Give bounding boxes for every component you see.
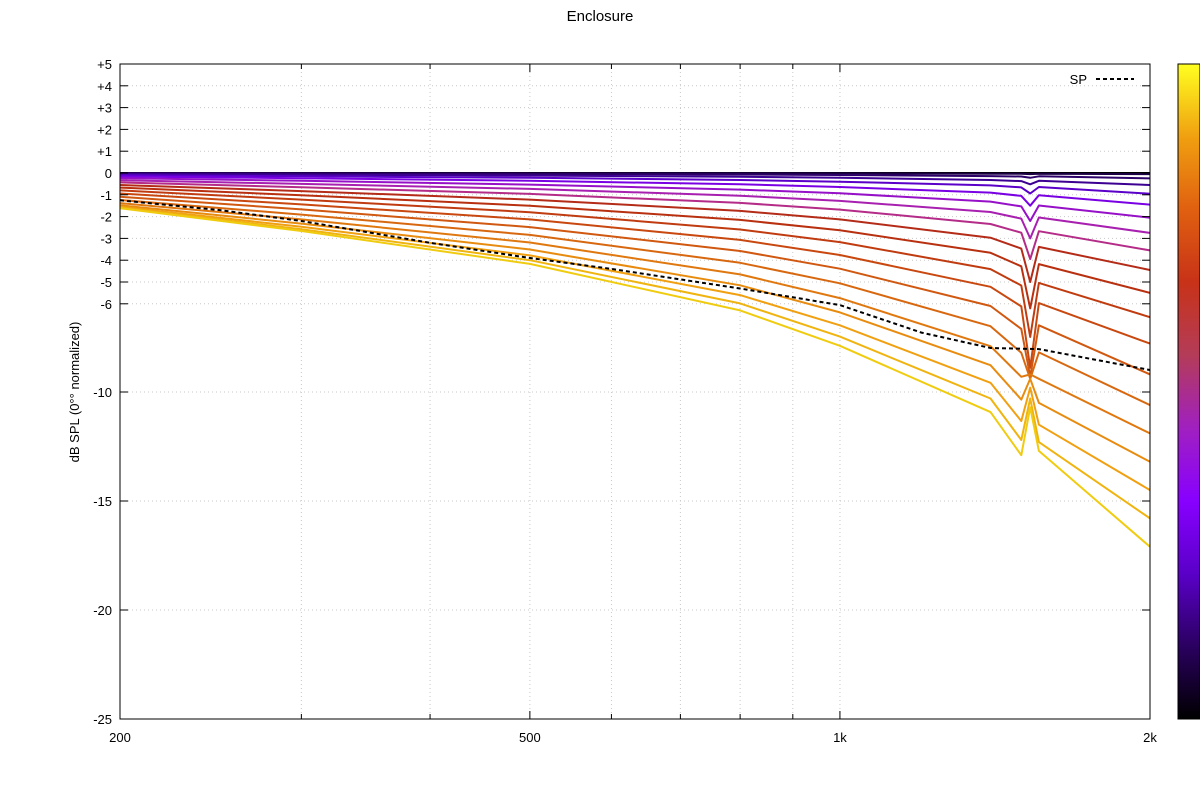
plot-frame (119, 63, 1151, 720)
series-line-16 (120, 204, 1150, 463)
chart-title: Enclosure (566, 8, 634, 25)
y-axis-label: dB SPL (0°° normalized) (67, 322, 82, 463)
x-tick-label: 2k (1143, 730, 1157, 745)
series-line-sp (120, 199, 1150, 371)
legend: SP (1070, 72, 1134, 87)
series-line-17 (120, 205, 1150, 491)
y-tick-label: 0 (105, 166, 112, 181)
series-line-7 (120, 179, 1150, 240)
x-tick-label: 1k (833, 730, 847, 745)
series-line-10 (120, 186, 1150, 310)
colorbar (1177, 63, 1200, 720)
y-tick-label: +2 (97, 122, 112, 137)
y-tick-label: -4 (100, 253, 112, 268)
y-tick-label: -15 (93, 494, 112, 509)
y-tick-label: +3 (97, 101, 112, 116)
y-tick-label: -2 (100, 210, 112, 225)
series-line-13 (120, 195, 1150, 378)
series-line-11 (120, 189, 1150, 338)
y-tick-label: -6 (100, 297, 112, 312)
series-line-19 (120, 207, 1150, 548)
series-line-3 (120, 173, 1150, 186)
y-tick-label: -10 (93, 385, 112, 400)
series-line-5 (120, 175, 1150, 207)
y-tick-label: -25 (93, 712, 112, 727)
series-line-18 (120, 206, 1150, 520)
series-layer (120, 172, 1150, 548)
y-tick-label: +4 (97, 79, 112, 94)
series-line-6 (120, 177, 1150, 222)
series-line-2 (120, 172, 1150, 180)
x-tick-label: 200 (109, 730, 131, 745)
y-tick-label: -3 (100, 231, 112, 246)
y-tick-label: +5 (97, 57, 112, 72)
grid-layer (120, 64, 1150, 719)
series-line-8 (120, 181, 1150, 261)
series-line-14 (120, 199, 1150, 407)
legend-label-sp: SP (1070, 72, 1087, 87)
series-line-9 (120, 184, 1150, 283)
series-line-15 (120, 202, 1150, 435)
series-line-4 (120, 174, 1150, 195)
tick-layer: 200 500 1k 2k +5 +4 +3 +2 +1 0 -1 -2 -3 -4 -5 -6 -10 -15 -… (93, 57, 1157, 745)
x-tick-label: 500 (519, 730, 541, 745)
y-tick-label: +1 (97, 144, 112, 159)
y-tick-label: -5 (100, 275, 112, 290)
series-line-12 (120, 192, 1150, 369)
y-tick-label: -20 (93, 603, 112, 618)
y-tick-label: -1 (100, 188, 112, 203)
